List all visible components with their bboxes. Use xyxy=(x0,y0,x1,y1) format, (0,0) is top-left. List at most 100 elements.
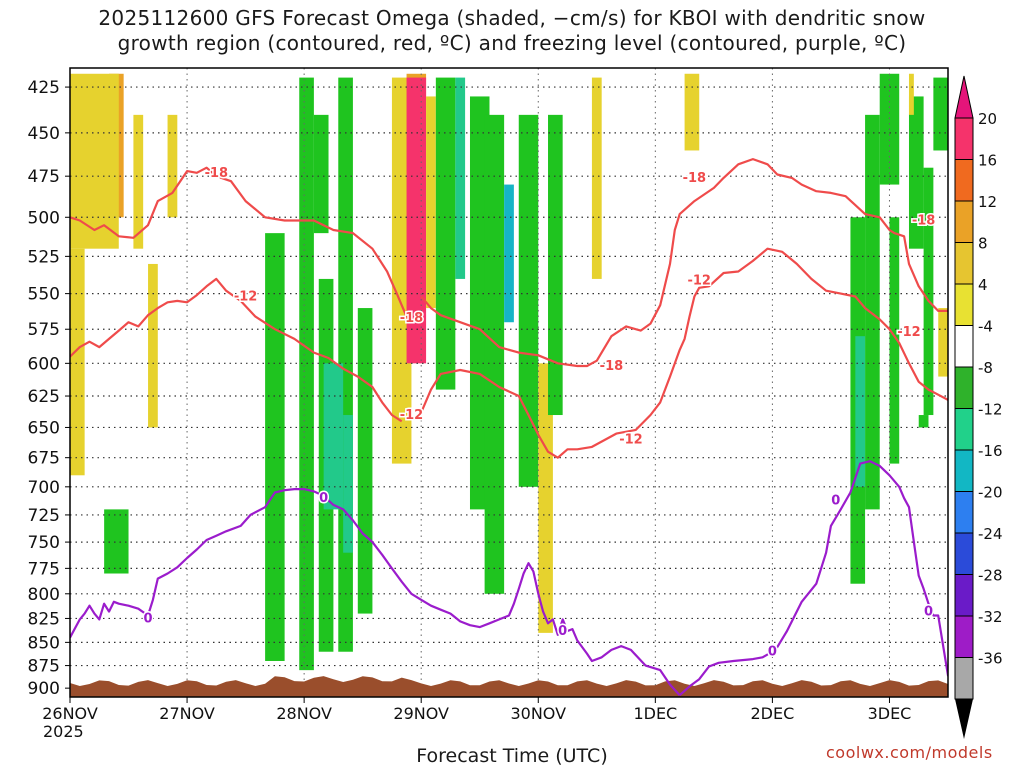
x-tick-label: 3DEC xyxy=(868,704,912,723)
omega-cell xyxy=(855,336,866,487)
omega-cell xyxy=(504,184,514,323)
omega-cell xyxy=(538,363,553,633)
omega-cell xyxy=(918,415,929,428)
contour-label: -12 xyxy=(400,408,424,423)
colorbar-bottom-arrow xyxy=(955,699,973,739)
x-tick-label: 1DEC xyxy=(633,704,677,723)
omega-cell xyxy=(406,77,427,364)
y-tick-label: 800 xyxy=(28,585,60,605)
omega-cell xyxy=(70,248,85,476)
omega-cell xyxy=(323,363,344,510)
contour-line--12 xyxy=(420,247,948,459)
contour-label: -18 xyxy=(912,213,936,228)
contour-line-0 xyxy=(678,460,948,697)
colorbar-swatch xyxy=(954,449,974,492)
y-tick-label: 750 xyxy=(28,533,60,553)
contour-line--18 xyxy=(420,158,948,368)
x-axis-label: Forecast Time (UTC) xyxy=(416,745,608,767)
contour-label: -18 xyxy=(600,359,624,374)
colorbar-label: 8 xyxy=(978,235,988,253)
credit-link[interactable]: coolwx.com/models xyxy=(826,743,993,762)
omega-cell xyxy=(923,167,934,416)
x-tick-label: 29NOV xyxy=(393,704,449,723)
y-tick-label: 825 xyxy=(28,609,60,629)
omega-cell xyxy=(133,114,144,249)
contour-label: 0 xyxy=(558,624,567,639)
x-tick-sublabel: 2025 xyxy=(43,722,84,741)
colorbar-swatch xyxy=(954,491,974,534)
contour-label: -12 xyxy=(234,290,258,305)
y-tick-label: 500 xyxy=(28,208,60,228)
colorbar-swatch xyxy=(954,200,974,243)
colorbar-swatch xyxy=(954,657,974,700)
x-tick-label: 27NOV xyxy=(159,704,215,723)
colorbar-label: -20 xyxy=(978,484,1003,502)
plot-frame xyxy=(69,67,949,698)
contour-label: 0 xyxy=(144,611,153,626)
omega-cell xyxy=(908,73,914,115)
contour-line--12 xyxy=(70,277,403,423)
contour-label: 0 xyxy=(319,491,328,506)
colorbar-label: -4 xyxy=(978,318,993,336)
omega-cell xyxy=(357,308,373,614)
colorbar-swatch xyxy=(954,117,974,160)
contour-label: -12 xyxy=(897,325,921,340)
colorbar-label: 12 xyxy=(978,193,997,211)
colorbar-label: -28 xyxy=(978,567,1003,585)
y-tick-label: 650 xyxy=(28,418,60,438)
chart-title-line1: 2025112600 GFS Forecast Omega (shaded, −… xyxy=(98,6,926,30)
y-tick-label: 450 xyxy=(28,124,60,144)
contour-label: -12 xyxy=(687,273,711,288)
chart-title-line2: growth region (contoured, red, ºC) and f… xyxy=(117,31,907,55)
y-tick-label: 850 xyxy=(28,633,60,653)
colorbar-label: 16 xyxy=(978,152,997,170)
contour-label: 0 xyxy=(768,645,777,660)
omega-cell xyxy=(548,114,563,416)
contour-label: 0 xyxy=(924,605,933,620)
y-tick-label: 875 xyxy=(28,657,60,677)
y-tick-label: 625 xyxy=(28,387,60,407)
y-tick-label: 425 xyxy=(28,78,60,98)
colorbar-swatch xyxy=(954,242,974,285)
omega-cell xyxy=(889,217,900,464)
omega-cell xyxy=(167,114,178,218)
y-tick-label: 900 xyxy=(28,679,60,699)
colorbar-swatch xyxy=(954,532,974,575)
contour-label: -18 xyxy=(400,311,424,326)
plot-area: -18 -18 -18 -18 -18 -12 -12 -12 -12 -12 0 0 0 0 0 0 xyxy=(70,68,948,697)
colorbar-label: 4 xyxy=(978,276,988,294)
colorbar-label: -16 xyxy=(978,442,1003,460)
omega-cell xyxy=(938,308,948,377)
contour-label: -12 xyxy=(619,433,643,448)
colorbar-label: -12 xyxy=(978,401,1003,419)
colorbar-top-arrow xyxy=(954,75,974,119)
colorbar-swatch xyxy=(954,408,974,451)
colorbar-label: -32 xyxy=(978,608,1003,626)
omega-cell xyxy=(313,114,329,234)
y-tick-label: 575 xyxy=(28,320,60,340)
omega-cell xyxy=(70,73,119,249)
omega-cell xyxy=(484,114,505,594)
colorbar-label: -24 xyxy=(978,525,1003,543)
omega-cell xyxy=(426,96,436,309)
omega-cell xyxy=(265,233,285,661)
contour-label: 0 xyxy=(831,493,840,508)
colorbar-label: -8 xyxy=(978,359,993,377)
omega-cell xyxy=(518,114,539,487)
y-tick-label: 525 xyxy=(28,247,60,267)
colorbar-swatch xyxy=(954,366,974,409)
omega-cell xyxy=(104,509,129,574)
colorbar-swatch xyxy=(954,159,974,202)
colorbar-label: 20 xyxy=(978,110,997,128)
omega-cell xyxy=(908,96,924,249)
colorbar-swatch xyxy=(954,283,974,326)
x-tick-label: 30NOV xyxy=(510,704,566,723)
x-tick-label: 26NOV xyxy=(42,704,98,723)
omega-cell xyxy=(684,73,700,151)
colorbar-swatch xyxy=(954,615,974,658)
omega-cell xyxy=(865,114,880,510)
y-tick-label: 725 xyxy=(28,506,60,526)
omega-cell xyxy=(343,415,353,553)
omega-cell xyxy=(148,263,158,428)
